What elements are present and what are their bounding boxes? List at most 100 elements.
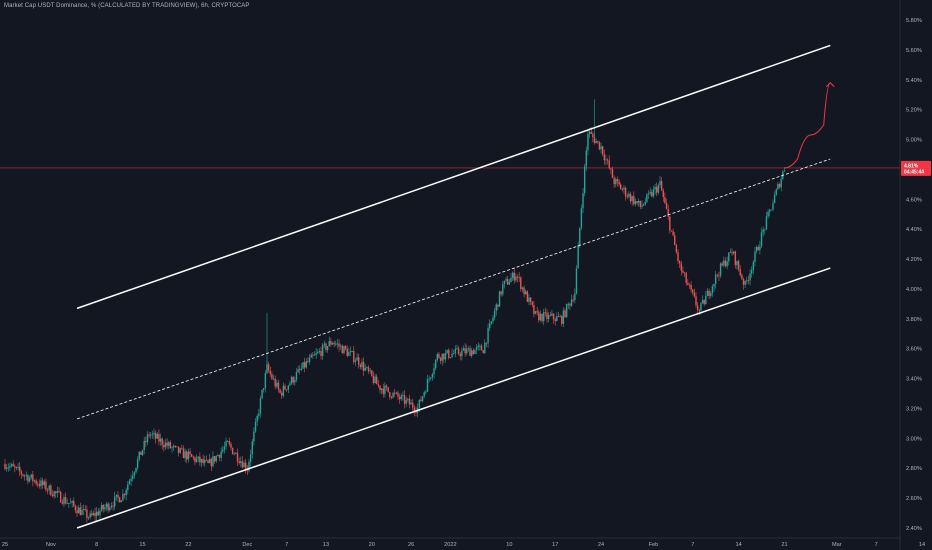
y-tick-label: 2.60% xyxy=(906,496,922,502)
candle-body xyxy=(415,411,417,413)
candle-body xyxy=(346,349,348,356)
candle-body xyxy=(82,509,85,510)
candle-body xyxy=(19,466,21,472)
candle-body xyxy=(482,350,484,354)
candle-body xyxy=(665,202,668,210)
candle-body xyxy=(652,189,655,197)
candle-body xyxy=(713,283,715,287)
candle-body xyxy=(197,456,199,459)
y-tick-label: 5.60% xyxy=(906,48,922,54)
candle-body xyxy=(371,370,373,376)
candle-body xyxy=(112,505,114,507)
projection-path[interactable] xyxy=(784,82,831,169)
candle-body xyxy=(572,299,574,301)
candle-body xyxy=(123,494,126,496)
candle-body xyxy=(261,389,263,399)
candle-body xyxy=(143,440,145,451)
candle-body xyxy=(251,441,253,455)
candle-body xyxy=(719,263,722,276)
channel-median-line[interactable] xyxy=(76,158,831,420)
candle-body xyxy=(303,362,306,368)
candle-body xyxy=(552,313,555,320)
candle-body xyxy=(703,299,705,305)
candle-body xyxy=(623,187,625,190)
candle-body xyxy=(213,456,216,462)
candle-body xyxy=(182,448,185,459)
candle-body xyxy=(698,310,700,311)
candle-body xyxy=(395,392,398,394)
candle-body xyxy=(151,434,154,435)
parallel-channel[interactable] xyxy=(76,44,831,529)
candle-body xyxy=(102,505,104,510)
candle-body xyxy=(294,379,296,383)
candle-body xyxy=(397,392,399,397)
candle-body xyxy=(539,313,542,321)
candle-body xyxy=(639,200,642,207)
candle-body xyxy=(737,261,740,270)
candle-body xyxy=(754,251,756,262)
candle-body xyxy=(513,272,515,281)
candle-body xyxy=(159,438,162,442)
candle-body xyxy=(230,443,232,448)
candle-body xyxy=(281,392,283,396)
candle-body xyxy=(477,345,479,347)
candle-body xyxy=(169,442,172,448)
candle-body xyxy=(46,489,49,491)
candle-body xyxy=(564,310,566,317)
y-tick-label: 5.00% xyxy=(906,138,922,144)
candle-body xyxy=(695,296,697,306)
candle-body xyxy=(696,305,699,311)
candle-body xyxy=(647,193,650,195)
candle-body xyxy=(267,364,270,371)
candle-body xyxy=(526,291,529,302)
candle-body xyxy=(662,190,664,198)
candle-body xyxy=(158,434,160,442)
candle-body xyxy=(135,467,137,473)
candle-body xyxy=(739,269,741,276)
candle-body xyxy=(341,345,344,354)
candle-body xyxy=(765,216,768,230)
candle-body xyxy=(734,251,737,266)
candle-body xyxy=(122,494,124,501)
candle-body xyxy=(163,445,165,448)
x-tick-label: 24 xyxy=(598,542,604,548)
candle-body xyxy=(452,353,455,355)
candle-body xyxy=(105,503,108,508)
candle-body xyxy=(407,398,409,400)
channel-upper-line[interactable] xyxy=(76,44,831,310)
candle-body xyxy=(456,348,458,350)
candle-body xyxy=(413,407,416,412)
candle-body xyxy=(495,304,497,312)
candle-body xyxy=(678,261,681,264)
candle-body xyxy=(657,185,660,193)
candle-body xyxy=(683,272,686,274)
candle-body xyxy=(86,509,88,518)
candle-body xyxy=(40,480,42,487)
candle-body xyxy=(775,189,777,195)
candle-body xyxy=(241,461,244,468)
candle-body xyxy=(518,277,520,279)
candle-body xyxy=(426,379,429,392)
candle-body xyxy=(759,246,761,251)
candle-body xyxy=(32,474,34,482)
candle-body xyxy=(626,196,628,198)
candle-body xyxy=(325,343,327,350)
candle-body xyxy=(620,184,622,190)
candle-body xyxy=(434,359,437,369)
candle-body xyxy=(387,387,389,393)
time-axis[interactable]: 25 Nov 8 15 22 Dec 7 13 20 26 2022 10 17 24 Feb 7 14 21 Ma… xyxy=(2,542,925,548)
candle-body xyxy=(41,480,44,486)
candle-body xyxy=(433,368,435,375)
candle-body xyxy=(317,351,319,354)
candle-body xyxy=(692,289,694,293)
candle-body xyxy=(575,268,578,294)
candle-body xyxy=(48,485,50,491)
y-tick-label: 4.20% xyxy=(906,257,922,263)
candle-body xyxy=(376,376,378,385)
candle-body xyxy=(498,291,501,307)
candle-body xyxy=(194,457,196,462)
price-axis[interactable]: 5.80%5.60%5.40%5.20%5.00%4.80%4.60%4.40%… xyxy=(906,18,922,532)
channel-lower-line[interactable] xyxy=(76,267,831,529)
candle-body xyxy=(331,343,334,345)
candle-body xyxy=(37,483,39,485)
